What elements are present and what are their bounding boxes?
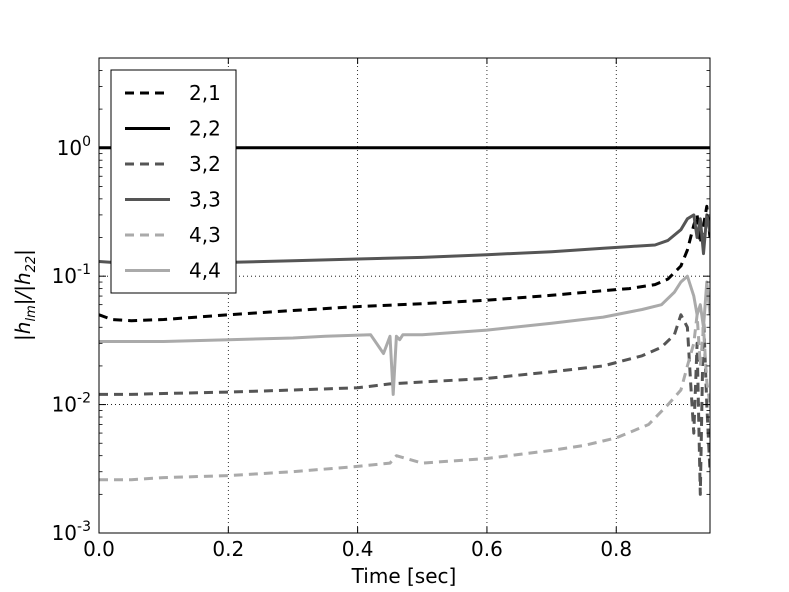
- y-tick-label: 10-1: [52, 262, 91, 288]
- x-tick-label: 0.8: [600, 537, 632, 561]
- legend-label-3-3: 3,3: [189, 188, 221, 212]
- ticks: 0.0 0.2 0.4 0.6 0.8 10-3 10-2 10-1 100: [52, 57, 710, 561]
- legend-label-4-4: 4,4: [189, 259, 221, 283]
- series-line-3-2: [99, 313, 710, 496]
- legend-box: [110, 69, 237, 294]
- legend-label-3-2: 3,2: [189, 152, 221, 176]
- series-line-2-1: [99, 204, 710, 323]
- y-tick-label: 100: [57, 134, 91, 160]
- x-tick-label: 0.6: [471, 537, 503, 561]
- x-axis-label: Time [sec]: [351, 564, 457, 588]
- legend: 2,1 2,2 3,2 3,3 4,3 4,4: [110, 69, 237, 294]
- y-tick-label: 10-3: [52, 519, 91, 545]
- x-tick-label: 0.4: [342, 537, 374, 561]
- series-line-4-3: [99, 313, 710, 482]
- series-line-4-4: [99, 274, 710, 396]
- legend-label-4-3: 4,3: [189, 223, 221, 247]
- legend-label-2-2: 2,2: [189, 117, 221, 141]
- y-axis-label: |hlm|/|h22|: [11, 249, 39, 341]
- x-tick-label: 0.2: [212, 537, 244, 561]
- x-tick-label: 0.0: [83, 537, 115, 561]
- legend-label-2-1: 2,1: [189, 81, 221, 105]
- y-tick-label: 10-2: [52, 391, 91, 417]
- plot-frame: [98, 57, 711, 534]
